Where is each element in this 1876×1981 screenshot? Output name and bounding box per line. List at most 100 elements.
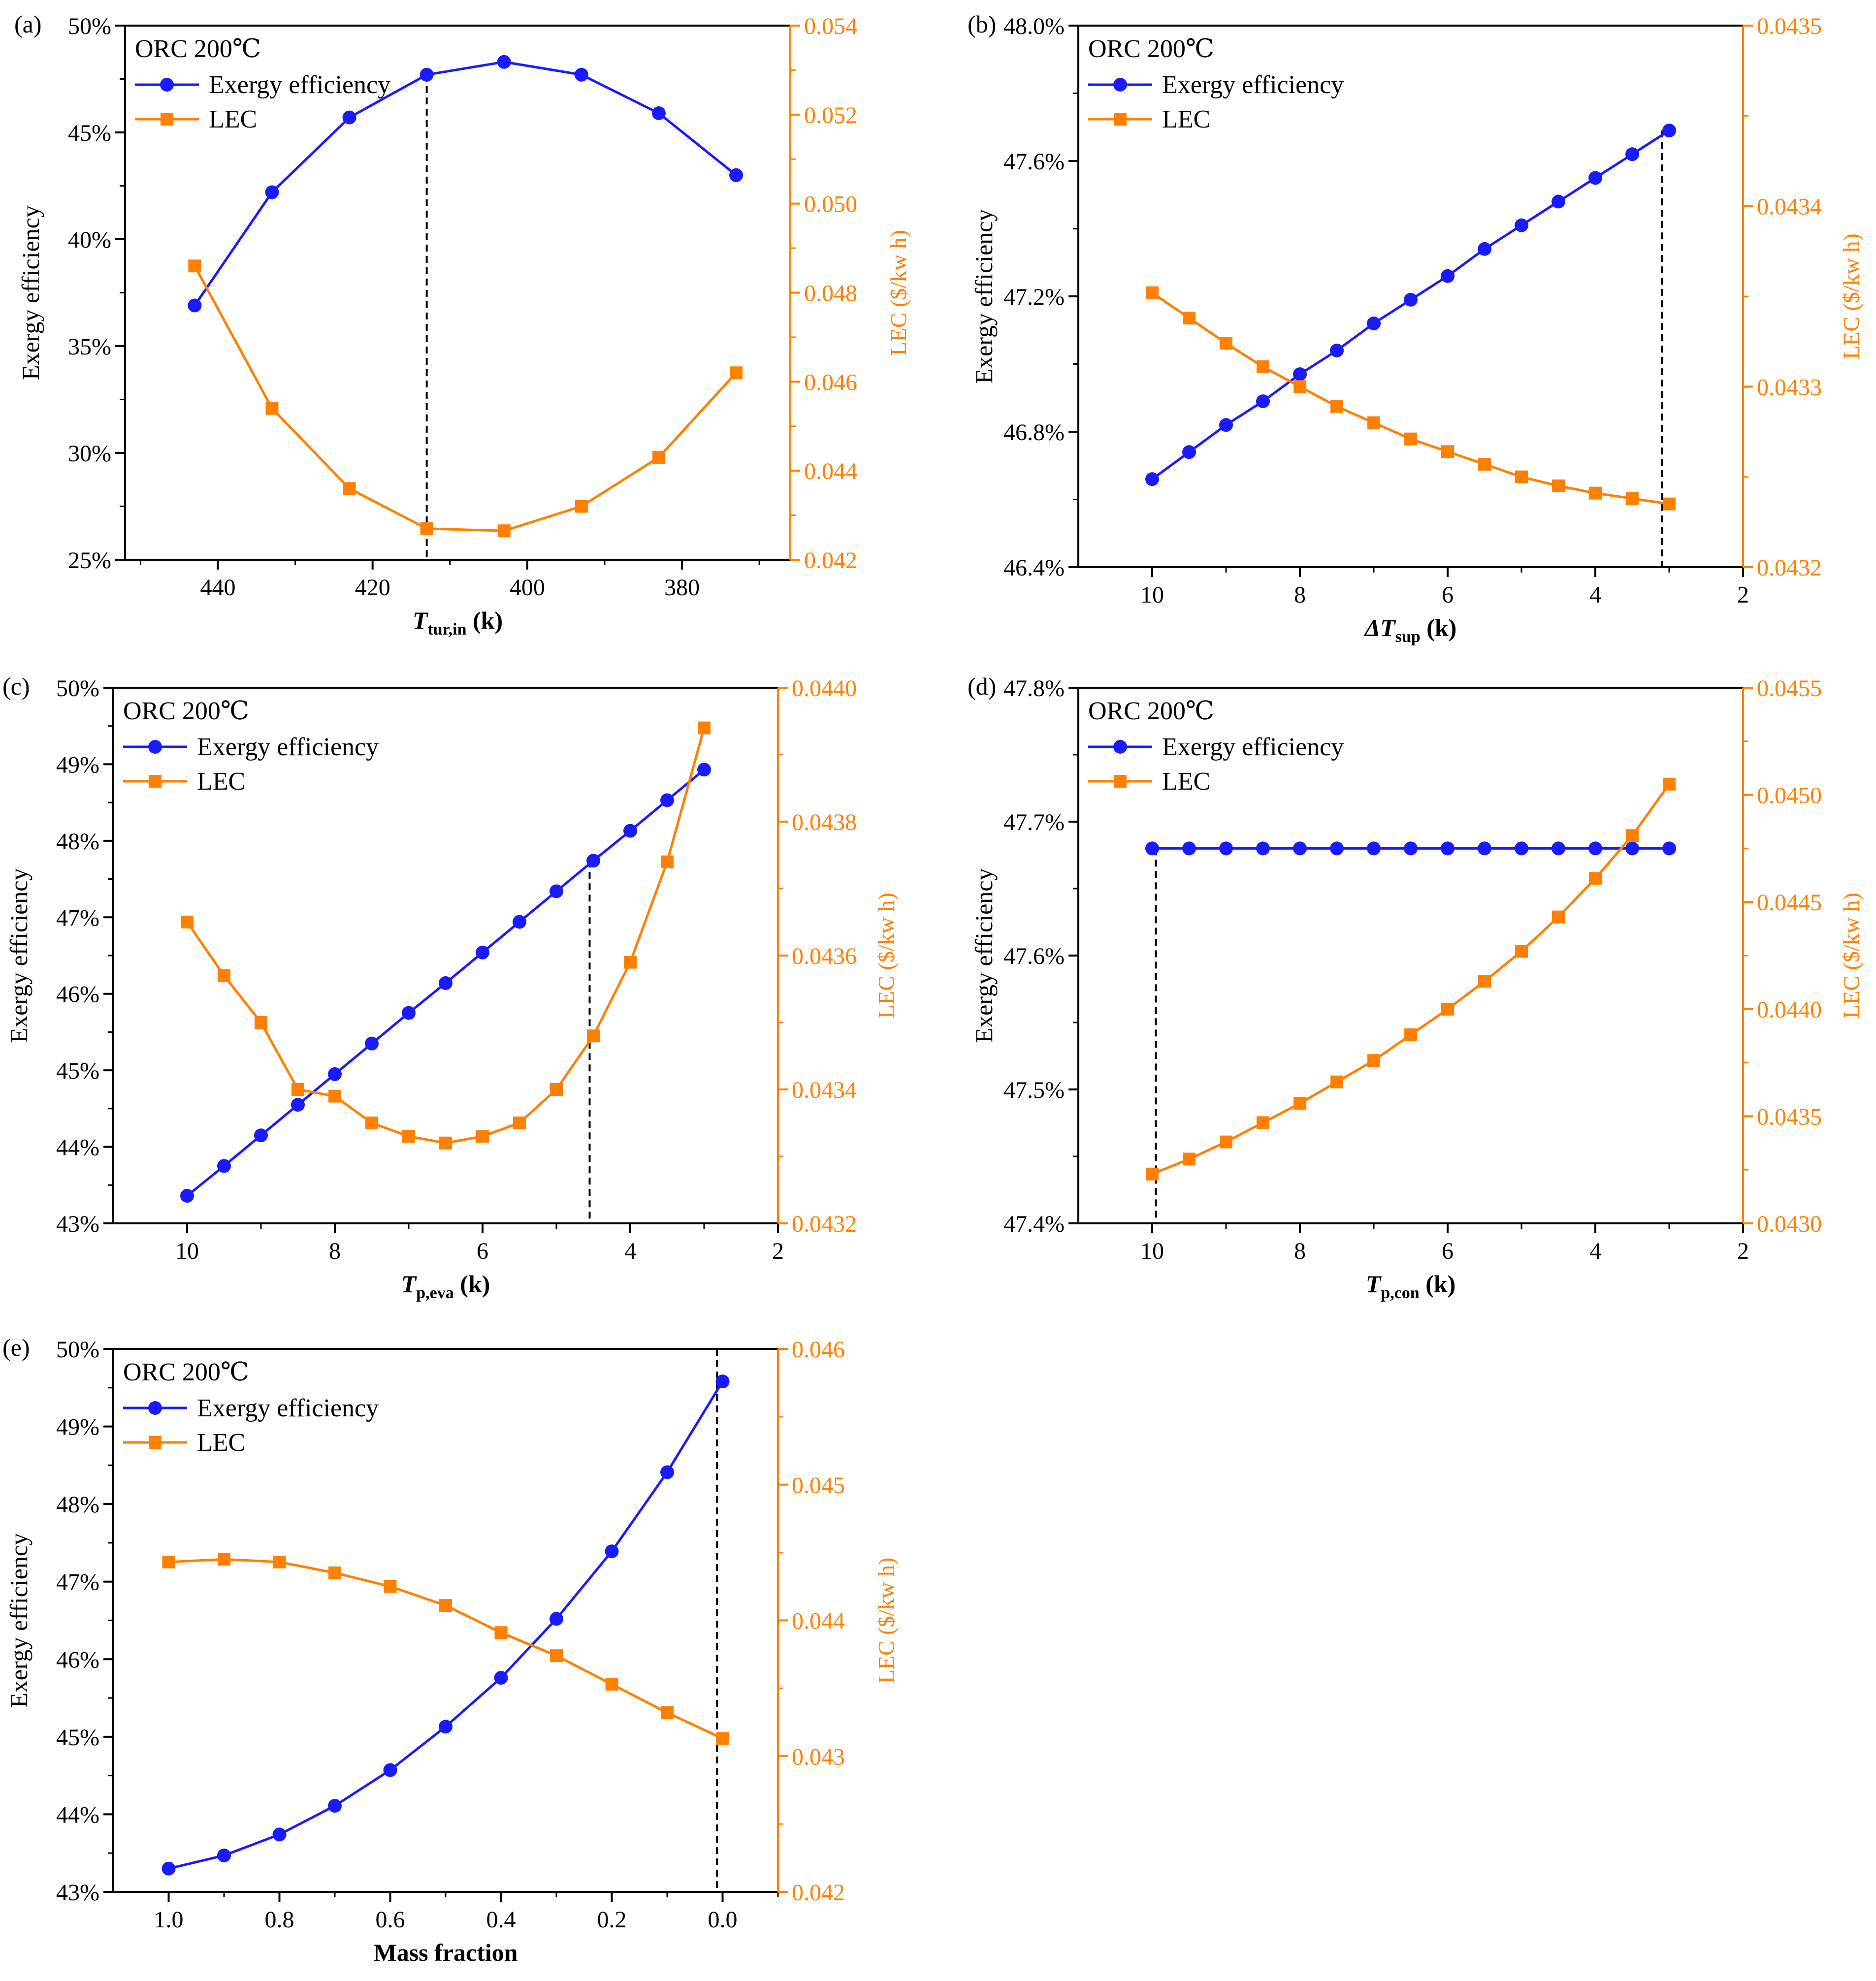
legend-swatch-marker: [148, 1401, 162, 1415]
legend-entry-label: LEC: [197, 1429, 245, 1457]
x-axis-title-sub: sup: [1395, 628, 1421, 646]
lec-data-point: [402, 1130, 415, 1143]
lec-data-point: [439, 1136, 452, 1150]
x-tick-label: 4: [1589, 582, 1601, 608]
exergy-data-point: [402, 1006, 416, 1020]
x-axis-title-sub: tur,in: [427, 620, 466, 639]
y-left-tick-label: 47%: [56, 1569, 99, 1596]
y-left-tick-label: 35%: [68, 334, 111, 360]
y-left-tick-label: 50%: [56, 1337, 99, 1363]
exergy-data-point: [162, 1861, 176, 1876]
lec-data-point: [494, 1626, 508, 1639]
lec-data-point: [384, 1580, 397, 1593]
series-line-lec: [186, 727, 706, 1145]
y-right-tick-label: 0.0432: [792, 1211, 857, 1237]
legend-swatch-marker: [1114, 775, 1127, 788]
lec-data-point: [716, 1732, 729, 1745]
exergy-data-point: [497, 55, 511, 69]
y-right-tick-label: 0.0436: [792, 943, 857, 969]
x-axis-title-sub: p,eva: [416, 1284, 454, 1302]
y-right-axis-title: LEC ($/kw h): [873, 893, 899, 1019]
legend-swatch-marker: [149, 775, 162, 788]
panel-label: (b): [968, 10, 996, 38]
y-right-tick-label: 0.046: [804, 369, 857, 395]
exergy-data-point: [651, 106, 666, 120]
chart-panel-4: (e) 1.0 0.8 0.6 0.4 0.2 0.0 43% 44% 45% 46% 47% 48% 4…: [2, 1334, 899, 1966]
x-axis-title: Tp,con (k): [1366, 1270, 1456, 1302]
y-right-tick-label: 0.052: [804, 102, 857, 128]
y-left-tick-label: 47.5%: [1003, 1077, 1065, 1103]
lec-data-point: [1626, 829, 1639, 842]
lec-data-point: [1404, 1028, 1417, 1042]
x-tick-label: 440: [200, 575, 236, 601]
x-axis-title-sub: p,con: [1381, 1284, 1420, 1302]
exergy-data-point: [1145, 472, 1159, 486]
exergy-data-point: [1256, 841, 1270, 856]
legend-title: ORC 200℃: [1088, 35, 1214, 63]
y-left-tick-label: 45%: [56, 1058, 99, 1084]
y-left-tick-label: 49%: [56, 1414, 99, 1440]
chart-panel-0: (a) 440 420 400 380 25% 30% 35% 40% 45% 50% 0.042 0.…: [14, 10, 911, 639]
y-right-tick-label: 0.0432: [1757, 555, 1822, 581]
y-right-tick-label: 0.045: [792, 1472, 845, 1499]
y-right-tick-label: 0.042: [804, 547, 857, 574]
y-left-tick-label: 46%: [56, 982, 99, 1008]
x-tick-label: 10: [1140, 582, 1164, 608]
exergy-data-point: [1662, 841, 1676, 856]
panel-label: (d): [968, 672, 996, 700]
y-left-tick-label: 44%: [56, 1135, 99, 1161]
y-left-tick-label: 46.8%: [1003, 419, 1065, 446]
y-right-tick-label: 0.0450: [1757, 783, 1822, 809]
y-left-tick-label: 44%: [56, 1802, 99, 1828]
y-right-tick-label: 0.048: [804, 281, 857, 307]
lec-data-point: [575, 500, 588, 513]
lec-data-point: [1367, 1054, 1380, 1067]
legend-entry-label: Exergy efficiency: [209, 71, 390, 99]
series-line-exergy: [168, 1380, 724, 1870]
x-tick-label: 6: [477, 1238, 488, 1264]
exergy-data-point: [729, 168, 744, 182]
exergy-data-point: [180, 1189, 194, 1203]
y-right-tick-label: 0.0434: [1757, 194, 1822, 220]
exergy-data-point: [494, 1671, 508, 1685]
x-tick-label: 0.0: [708, 1907, 738, 1933]
lec-data-point: [1663, 777, 1676, 791]
y-left-axis-title: Exergy efficiency: [970, 209, 998, 384]
x-tick-label: 420: [355, 575, 390, 601]
lec-data-point: [218, 1553, 230, 1566]
exergy-data-point: [623, 824, 637, 838]
lec-data-point: [1257, 360, 1269, 373]
x-tick-label: 1.0: [154, 1907, 184, 1933]
legend-entry-label: Exergy efficiency: [197, 1394, 379, 1422]
y-right-axis-title: LEC ($/kw h): [1839, 233, 1864, 359]
panel-label: (a): [14, 10, 42, 38]
y-left-tick-label: 47.7%: [1003, 809, 1065, 835]
y-right-tick-label: 0.050: [804, 192, 857, 218]
exergy-data-point: [272, 1827, 287, 1842]
y-right-tick-label: 0.0455: [1757, 675, 1822, 702]
legend-title: ORC 200℃: [123, 697, 249, 725]
lec-data-point: [624, 956, 637, 969]
y-right-tick-label: 0.054: [804, 13, 857, 39]
y-left-tick-label: 48%: [56, 1492, 99, 1518]
exergy-data-point: [586, 854, 600, 868]
lec-data-point: [1552, 479, 1565, 492]
x-tick-label: 380: [664, 575, 700, 601]
lec-data-point: [1515, 945, 1528, 958]
legend-entry-label: LEC: [1162, 767, 1210, 796]
series-line-lec: [194, 265, 737, 532]
lec-data-point: [1626, 492, 1639, 505]
exergy-data-point: [420, 67, 434, 82]
x-tick-label: 8: [1294, 582, 1306, 608]
exergy-data-point: [550, 1612, 563, 1626]
y-right-tick-label: 0.044: [804, 458, 857, 484]
lec-data-point: [1367, 416, 1380, 429]
x-tick-label: 2: [772, 1238, 784, 1264]
x-axis-title-main: ΔT: [1364, 614, 1396, 641]
y-right-tick-label: 0.0440: [1757, 997, 1822, 1023]
exergy-data-point: [697, 763, 711, 777]
legend-swatch-marker: [1113, 78, 1127, 92]
y-right-axis-title: LEC ($/kw h): [1839, 893, 1864, 1019]
y-right-tick-label: 0.042: [792, 1880, 845, 1906]
exergy-data-point: [1256, 394, 1270, 409]
